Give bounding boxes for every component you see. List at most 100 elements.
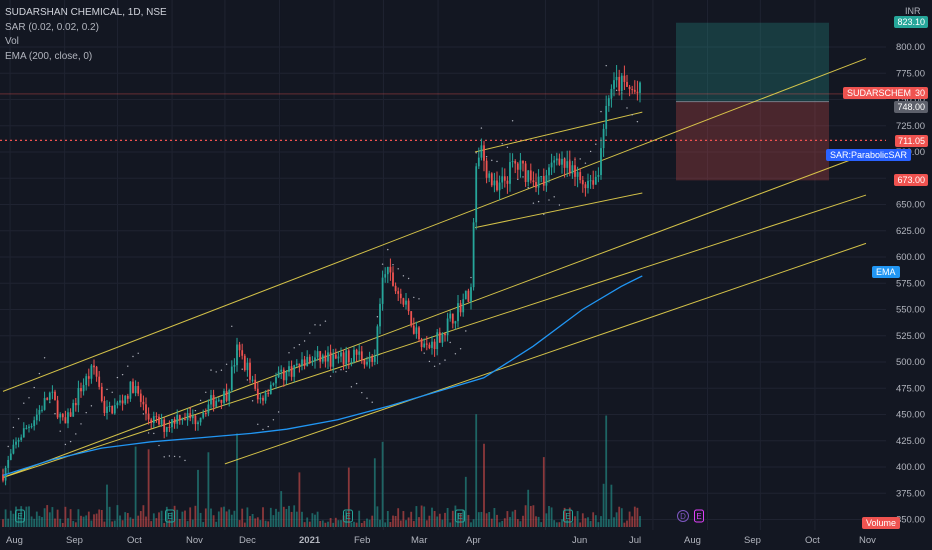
- volume-bar: [548, 506, 550, 527]
- candle-body: [124, 395, 127, 404]
- sar-dot: [184, 459, 186, 462]
- volume-bar: [524, 505, 527, 527]
- sar-indicator-label[interactable]: SAR (0.02, 0.02, 0.2): [5, 21, 99, 33]
- candle-body: [93, 365, 95, 368]
- price-tick-label: 450.00: [896, 410, 925, 421]
- sar-dot: [605, 64, 607, 67]
- candle-body: [381, 277, 384, 304]
- candle-body: [80, 388, 82, 392]
- volume-bar: [124, 512, 127, 527]
- sar-dot: [179, 456, 181, 458]
- volume-bar: [350, 522, 353, 527]
- volume-bar: [111, 521, 114, 527]
- candle-body: [503, 176, 506, 181]
- volume-bar: [493, 507, 496, 527]
- candle-body: [428, 344, 431, 348]
- time-tick-label: Mar: [411, 535, 427, 546]
- sar-dot: [314, 324, 316, 326]
- candle-body: [358, 351, 361, 355]
- volume-bar: [337, 520, 340, 527]
- sar-dot: [506, 146, 509, 149]
- volume-bar: [20, 506, 23, 527]
- candle-body: [340, 352, 342, 357]
- candle-body: [314, 357, 316, 362]
- channel-line: [474, 192, 643, 229]
- candle-body: [46, 398, 49, 400]
- volume-bar: [61, 522, 64, 527]
- volume-bar: [397, 508, 400, 527]
- candle-body: [207, 404, 210, 414]
- sar-dot: [584, 162, 587, 164]
- candle-body: [415, 327, 418, 334]
- volume-bar: [488, 511, 491, 527]
- volume-bar: [178, 518, 181, 527]
- volume-bar: [420, 505, 423, 527]
- candle-body: [386, 266, 389, 275]
- candle-body: [522, 160, 524, 164]
- candle-body: [116, 402, 119, 406]
- sar-dot: [163, 456, 165, 458]
- volume-bar: [191, 519, 194, 527]
- sar-dot: [215, 371, 217, 373]
- earnings-marker: [343, 509, 353, 523]
- time-tick-label: 2021: [299, 535, 321, 546]
- volume-bar: [210, 508, 212, 527]
- candle-body: [103, 401, 106, 413]
- volume-bar: [142, 505, 145, 527]
- volume-bar: [389, 522, 392, 527]
- volume-indicator-label[interactable]: Vol: [5, 36, 19, 47]
- volume-bar: [613, 517, 615, 527]
- trend-channels[interactable]: [2, 58, 867, 478]
- candle-body: [238, 344, 241, 351]
- horizontal-lines: [0, 93, 886, 141]
- candle-body: [269, 384, 272, 394]
- symbol-title[interactable]: SUDARSHAN CHEMICAL, 1D, NSE: [5, 7, 167, 18]
- candle-body: [321, 355, 324, 362]
- volume-bar: [103, 521, 106, 527]
- sar-dot: [558, 204, 561, 206]
- sar-dot: [355, 382, 358, 385]
- volume-bar: [428, 515, 431, 527]
- sar-dot: [553, 196, 555, 198]
- time-axis[interactable]: Aug Sep Oct Nov Dec 2021 Feb Mar Apr Jun Jul Aug Sep…: [0, 530, 932, 550]
- earnings-marker-label: E: [167, 512, 172, 521]
- candle-body: [202, 413, 205, 418]
- candle-body: [566, 161, 569, 168]
- volume-bar: [386, 510, 389, 527]
- volume-bar: [22, 518, 25, 527]
- volume-bar: [490, 518, 493, 527]
- volume-bar: [85, 515, 88, 527]
- ema-indicator-label[interactable]: EMA (200, close, 0): [5, 50, 93, 62]
- sar-dot: [59, 430, 61, 432]
- volume-bar: [522, 515, 524, 527]
- sar-dot: [381, 263, 384, 265]
- volume-bar: [558, 522, 561, 527]
- volume-bar: [41, 517, 43, 527]
- candle-body: [204, 413, 207, 415]
- volume-bar: [618, 506, 621, 527]
- earnings-marker-label: E: [457, 512, 462, 521]
- candle-body: [139, 393, 142, 402]
- candle-body: [342, 352, 345, 365]
- sar-dot: [537, 200, 540, 203]
- candle-body: [272, 383, 275, 385]
- candle-body: [462, 299, 465, 313]
- candle-body: [275, 377, 277, 384]
- ema-path: [2, 275, 643, 477]
- volume-bar: [202, 522, 205, 527]
- volume-bar: [594, 515, 597, 527]
- sar-dot: [293, 347, 295, 349]
- earnings-marker-label: E: [17, 512, 22, 521]
- channel-line: [2, 153, 867, 478]
- volume-bar: [449, 522, 452, 527]
- long-position-tool[interactable]: [676, 22, 829, 181]
- candle-body: [256, 388, 259, 400]
- candle-body: [600, 148, 602, 175]
- volume-bar: [376, 506, 379, 527]
- candle-body: [407, 300, 410, 312]
- sar-dot: [147, 432, 150, 434]
- earnings-marker-label: E: [345, 512, 350, 521]
